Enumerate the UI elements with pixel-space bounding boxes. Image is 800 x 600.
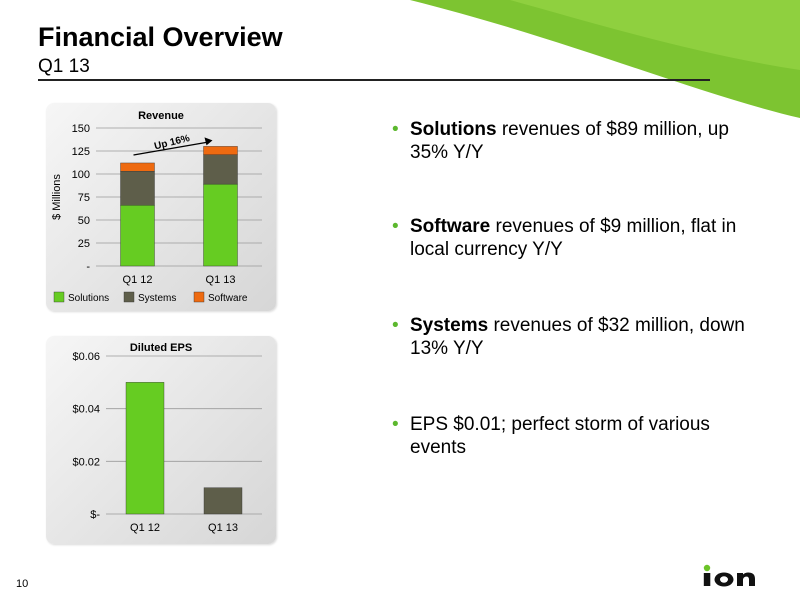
y-tick-label: $0.04 [72,404,100,416]
y-tick-label: - [86,261,90,273]
legend-label: Software [208,293,248,304]
y-tick-label: 150 [72,123,90,135]
legend-label: Solutions [68,293,109,304]
bullet-text: revenues of $9 million, flat in local cu… [410,216,737,260]
bullet-item-software: • Software revenues of $9 million, flat … [390,215,770,261]
bar-systems [120,171,155,206]
slide-title: Financial Overview [38,22,283,52]
chart-title: Diluted EPS [130,342,192,354]
bar-solutions [203,183,238,267]
legend-swatch-solutions [53,291,65,303]
legend-label: Systems [138,293,176,304]
bar-software [120,162,155,172]
bullet-item-solutions: • Solutions revenues of $89 million, up … [390,118,770,164]
bullet-text: EPS $0.01; perfect storm of various even… [410,414,710,458]
y-axis-label: $ Millions [51,174,63,220]
bullet-item-systems: • Systems revenues of $32 million, down … [390,314,770,360]
x-tick-label: Q1 13 [208,522,238,534]
bullet-text: revenues of $32 million, down 13% Y/Y [410,315,745,359]
bullet-keyword: Systems [410,315,489,336]
y-tick-label: $0.02 [72,456,100,468]
annotation-arrow [133,141,207,156]
y-tick-label: 75 [78,192,90,204]
bullet-dot-icon: • [392,315,399,336]
y-tick-label: $- [90,509,100,521]
y-tick-label: 125 [72,146,90,158]
bar-systems [203,154,238,185]
bar-software [203,146,238,155]
y-tick-label: $0.06 [72,351,100,363]
eps-chart-panel: Diluted EPS $- $0.02 $0.04 $0.06 Q1 12 Q1 13 [46,336,276,544]
annotation-arrowhead [204,137,213,146]
page-number: 10 [16,578,29,590]
slide-subtitle: Q1 13 [38,56,90,77]
bullet-dot-icon: • [392,414,399,435]
revenue-chart: Revenue $ Millions - 25 50 75 100 125 150 Q1 12 Q1… [51,110,262,304]
bullet-text: revenues of $89 million, up 35% Y/Y [410,119,729,163]
chart-title: Revenue [138,110,184,122]
eps-bar [203,487,243,515]
bullet-dot-icon: • [392,216,399,237]
x-tick-label: Q1 12 [130,522,160,534]
bullet-dot-icon: • [392,119,399,140]
x-tick-label: Q1 13 [206,274,236,286]
legend-swatch-software [193,291,205,303]
ion-logo [703,564,755,587]
bullet-keyword: Software [410,216,491,237]
bullet-item-eps: • EPS $0.01; perfect storm of various ev… [390,413,770,459]
revenue-chart-panel: Revenue $ Millions - 25 50 75 100 125 150 Q1 12 Q1… [46,103,276,311]
annotation-label: Up 16% [153,133,191,152]
y-tick-label: 50 [78,215,90,227]
eps-chart: Diluted EPS $- $0.02 $0.04 $0.06 Q1 12 Q1 13 [72,342,262,534]
eps-bar [125,382,165,515]
legend-swatch-systems [123,291,135,303]
title-divider [38,79,710,81]
header-swoosh-graphic [410,0,800,118]
bullet-keyword: Solutions [410,119,497,140]
bar-solutions [120,205,155,267]
y-tick-label: 100 [72,169,90,181]
x-tick-label: Q1 12 [123,274,153,286]
y-tick-label: 25 [78,238,90,250]
